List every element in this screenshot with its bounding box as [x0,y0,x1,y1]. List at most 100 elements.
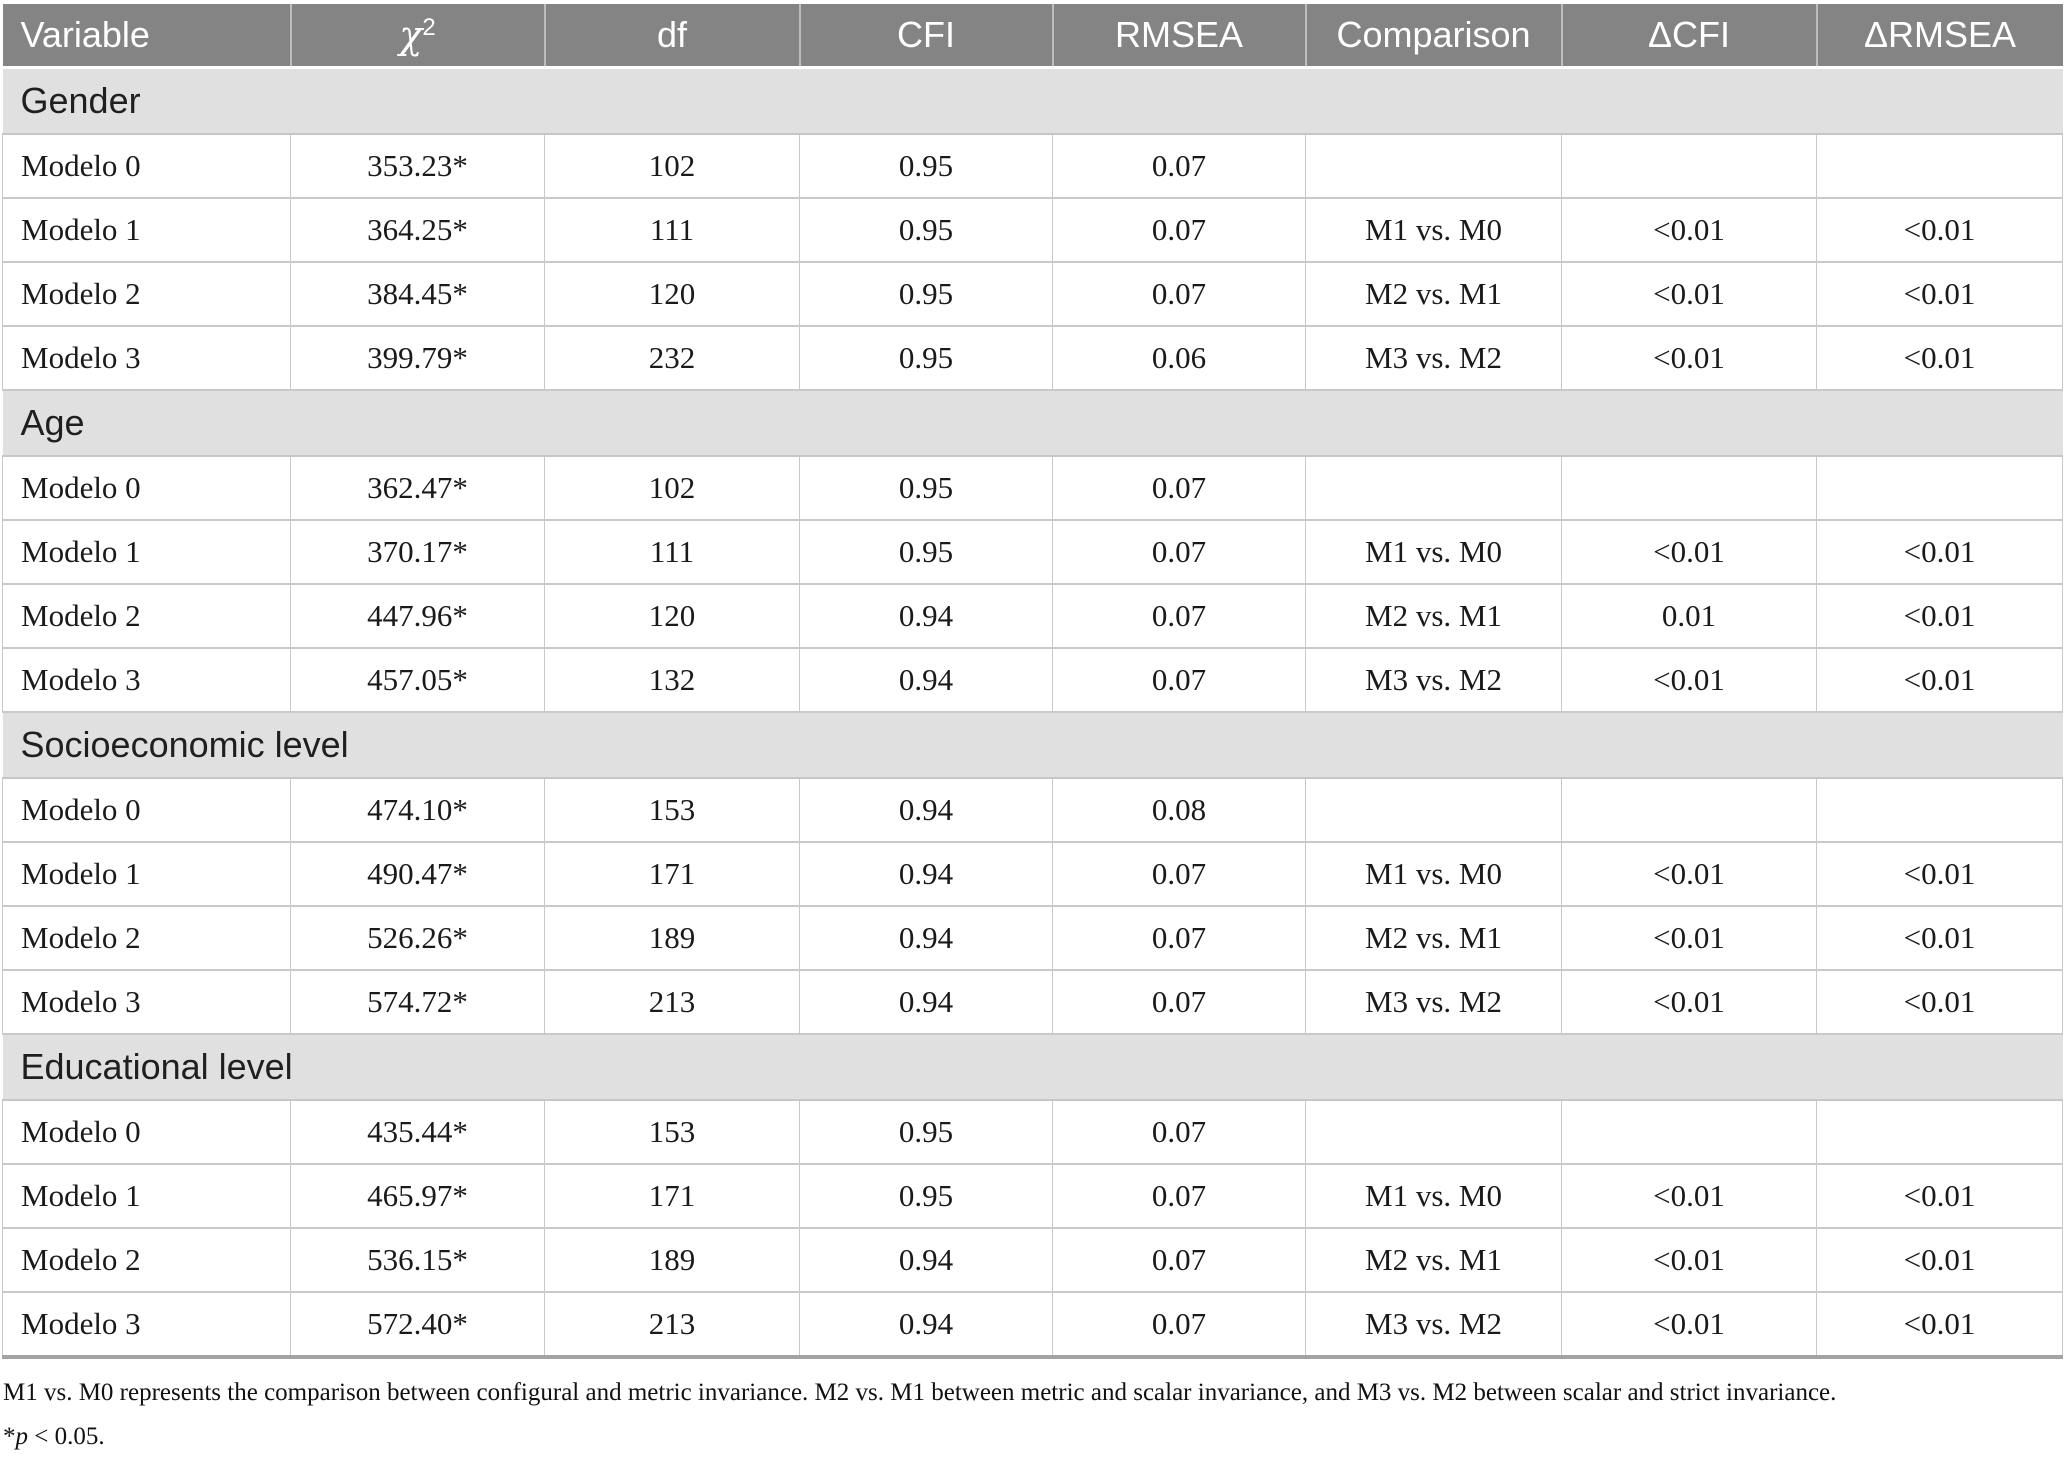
cell-df: 189 [544,1227,800,1293]
cell-delta-cfi: 0.01 [1561,583,1817,649]
cell-variable: Modelo 0 [2,777,291,843]
cell-comparison: M2 vs. M1 [1305,1227,1562,1293]
cell-variable: Modelo 0 [2,455,291,521]
cell-delta-cfi: <0.01 [1561,325,1817,391]
cell-delta-cfi: <0.01 [1561,1227,1817,1293]
cell-df: 213 [544,969,800,1035]
cell-variable: Modelo 1 [2,519,291,585]
cell-delta-rmsea [1816,1099,2063,1165]
cell-delta-rmsea: <0.01 [1816,905,2063,971]
column-header-chi-squared: χ2 [290,4,546,69]
cell-delta-cfi: <0.01 [1561,261,1817,327]
column-header-df: df [544,4,801,69]
cell-cfi: 0.95 [799,519,1053,585]
section-row-socioeconomic-level: Socioeconomic level [2,711,2063,779]
cell-cfi: 0.94 [799,905,1053,971]
table-footnotes: M1 vs. M0 represents the comparison betw… [3,1371,2068,1459]
cell-cfi: 0.95 [799,1163,1053,1229]
table-row: Modelo 3 572.40* 213 0.94 0.07 M3 vs. M2… [2,1291,2063,1359]
cell-cfi: 0.95 [799,455,1053,521]
cell-comparison: M1 vs. M0 [1305,197,1562,263]
cell-df: 102 [544,455,800,521]
cell-df: 111 [544,197,800,263]
cell-df: 132 [544,647,800,713]
cell-rmsea: 0.07 [1052,197,1306,263]
cell-df: 171 [544,841,800,907]
significance-star: * [3,1423,16,1450]
cell-rmsea: 0.07 [1052,455,1306,521]
section-row-educational-level: Educational level [2,1033,2063,1101]
cell-rmsea: 0.07 [1052,905,1306,971]
cell-variable: Modelo 2 [2,1227,291,1293]
table-row: Modelo 3 457.05* 132 0.94 0.07 M3 vs. M2… [2,647,2063,713]
cell-variable: Modelo 1 [2,841,291,907]
cell-cfi: 0.94 [799,841,1053,907]
cell-cfi: 0.95 [799,261,1053,327]
significance-p: p [15,1423,29,1450]
cell-variable: Modelo 0 [2,133,291,199]
cell-variable: Modelo 2 [2,905,291,971]
cell-delta-rmsea [1816,133,2063,199]
cell-cfi: 0.95 [799,197,1053,263]
cell-variable: Modelo 0 [2,1099,291,1165]
cell-chi-squared: 435.44* [290,1099,545,1165]
cell-cfi: 0.94 [799,1227,1053,1293]
cell-comparison: M3 vs. M2 [1305,647,1562,713]
cell-cfi: 0.94 [799,647,1053,713]
section-label: Gender [2,66,2063,135]
table-row: Modelo 2 526.26* 189 0.94 0.07 M2 vs. M1… [2,905,2063,971]
cell-comparison [1305,1099,1562,1165]
cell-delta-rmsea: <0.01 [1816,261,2063,327]
cell-delta-cfi: <0.01 [1561,197,1817,263]
cell-delta-cfi: <0.01 [1561,841,1817,907]
cell-chi-squared: 465.97* [290,1163,545,1229]
cell-cfi: 0.95 [799,325,1053,391]
table-row: Modelo 1 490.47* 171 0.94 0.07 M1 vs. M0… [2,841,2063,907]
section-row-age: Age [2,389,2063,457]
cell-delta-rmsea [1816,777,2063,843]
cell-delta-rmsea: <0.01 [1816,647,2063,713]
cell-cfi: 0.95 [799,133,1053,199]
cell-delta-cfi: <0.01 [1561,1291,1817,1359]
cell-comparison [1305,455,1562,521]
cell-cfi: 0.94 [799,777,1053,843]
invariance-table: Variable χ2 df CFI RMSEA Comparison ΔCFI… [2,4,2063,1359]
cell-comparison [1305,777,1562,843]
cell-rmsea: 0.07 [1052,1163,1306,1229]
cell-chi-squared: 526.26* [290,905,545,971]
section-label: Educational level [2,1033,2063,1101]
cell-variable: Modelo 1 [2,1163,291,1229]
cell-rmsea: 0.06 [1052,325,1306,391]
cell-df: 102 [544,133,800,199]
table-row: Modelo 1 465.97* 171 0.95 0.07 M1 vs. M0… [2,1163,2063,1229]
table-row: Modelo 2 447.96* 120 0.94 0.07 M2 vs. M1… [2,583,2063,649]
cell-rmsea: 0.07 [1052,583,1306,649]
cell-delta-cfi: <0.01 [1561,969,1817,1035]
table-row: Modelo 2 536.15* 189 0.94 0.07 M2 vs. M1… [2,1227,2063,1293]
cell-rmsea: 0.07 [1052,133,1306,199]
cell-delta-rmsea: <0.01 [1816,841,2063,907]
table-row: Modelo 0 435.44* 153 0.95 0.07 [2,1099,2063,1165]
cell-rmsea: 0.07 [1052,1099,1306,1165]
cell-delta-cfi [1561,777,1817,843]
cell-chi-squared: 362.47* [290,455,545,521]
cell-chi-squared: 370.17* [290,519,545,585]
cell-variable: Modelo 3 [2,969,291,1035]
cell-rmsea: 0.07 [1052,969,1306,1035]
cell-cfi: 0.94 [799,969,1053,1035]
cell-chi-squared: 490.47* [290,841,545,907]
column-header-delta-rmsea: ΔRMSEA [1816,4,2063,69]
cell-chi-squared: 572.40* [290,1291,545,1359]
column-header-rmsea: RMSEA [1052,4,1307,69]
table-row: Modelo 3 399.79* 232 0.95 0.06 M3 vs. M2… [2,325,2063,391]
chi-symbol: χ [399,13,423,57]
chi-superscript: 2 [422,14,436,41]
cell-variable: Modelo 3 [2,647,291,713]
cell-comparison: M1 vs. M0 [1305,519,1562,585]
footnote-significance: *p < 0.05. [3,1415,2068,1459]
cell-comparison: M3 vs. M2 [1305,325,1562,391]
cell-delta-cfi: <0.01 [1561,647,1817,713]
table-row: Modelo 0 353.23* 102 0.95 0.07 [2,133,2063,199]
cell-delta-cfi: <0.01 [1561,1163,1817,1229]
cell-rmsea: 0.07 [1052,841,1306,907]
